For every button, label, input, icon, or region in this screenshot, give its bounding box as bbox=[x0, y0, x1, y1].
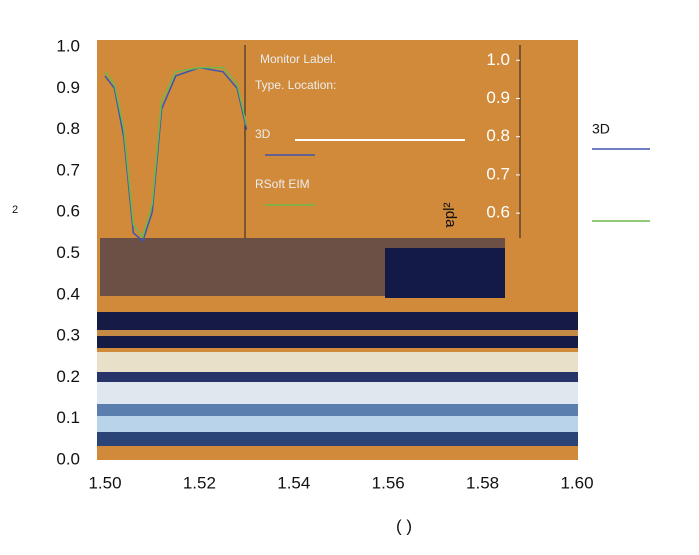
x-tick-label: 1.58 bbox=[466, 473, 499, 492]
legend-label: 3D bbox=[592, 121, 610, 137]
y-tick-label: 0.6 bbox=[56, 202, 80, 221]
x-tick-label: 1.50 bbox=[88, 473, 121, 492]
y-tick-label: 0.4 bbox=[56, 284, 80, 303]
legend-label: RSoft EIM bbox=[255, 177, 310, 191]
y-tick-label: 0.5 bbox=[56, 243, 80, 262]
inset-y-tick-label: 0.7 bbox=[486, 164, 510, 183]
x-axis-label: ( ) bbox=[396, 516, 412, 535]
legend-header: Monitor Label. bbox=[260, 52, 336, 66]
y-tick-label: 0.7 bbox=[56, 160, 80, 179]
x-tick-label: 1.60 bbox=[560, 473, 593, 492]
y-tick-label: 0.0 bbox=[56, 449, 80, 468]
y-tick-label: 0.1 bbox=[56, 408, 80, 427]
x-tick-label: 1.56 bbox=[372, 473, 405, 492]
x-tick-label: 1.54 bbox=[277, 473, 310, 492]
y-tick-label: 0.2 bbox=[56, 367, 80, 386]
inset-y-label: ɐpl² bbox=[441, 202, 458, 227]
inset-y-tick-label: 0.8 bbox=[486, 126, 510, 145]
inset-y-tick-label: 1.0 bbox=[486, 50, 510, 69]
legend-header: Type. Location: bbox=[255, 78, 336, 92]
y-tick-label: 0.3 bbox=[56, 326, 80, 345]
y-axis-label: 2 bbox=[12, 204, 18, 216]
y-tick-label: 0.8 bbox=[56, 119, 80, 138]
inset-y-tick-label: 0.9 bbox=[486, 88, 510, 107]
page: {"chart_data": {"type": "line", "x_label… bbox=[0, 0, 699, 555]
y-tick-label: 0.9 bbox=[56, 78, 80, 97]
y-tick-label: 1.0 bbox=[56, 36, 80, 55]
inset-y-tick-label: 0.6 bbox=[486, 203, 510, 222]
legend-label: 3D bbox=[255, 127, 271, 141]
x-tick-label: 1.52 bbox=[183, 473, 216, 492]
chart: Monitor Label. Type. Location: 2 ( ) ɐpl… bbox=[0, 0, 699, 550]
